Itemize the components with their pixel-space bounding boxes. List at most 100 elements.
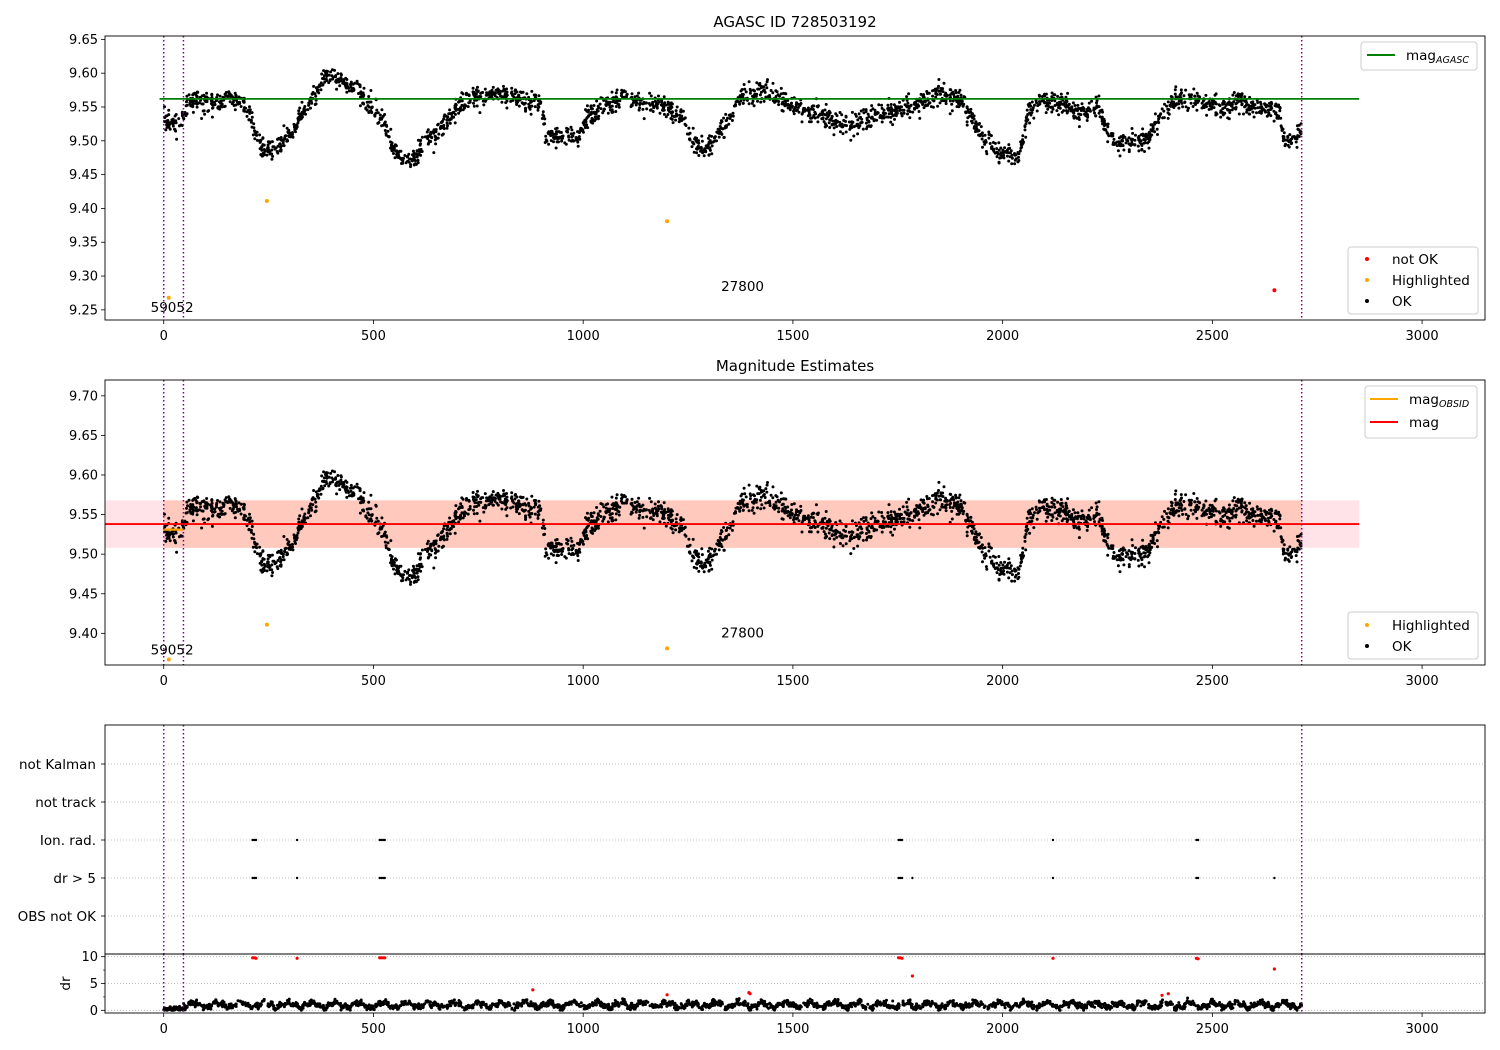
ok-point <box>266 143 270 147</box>
ok-point <box>365 108 369 112</box>
ok-point <box>409 580 413 584</box>
ok-point <box>1173 92 1177 96</box>
ok-point <box>608 507 612 511</box>
ok-point <box>751 506 755 510</box>
ok-point <box>1044 498 1048 501</box>
ok-point <box>210 115 214 119</box>
ok-point <box>972 114 976 118</box>
ok-point <box>832 133 836 137</box>
ok-point <box>233 108 237 112</box>
ok-point <box>1165 104 1169 108</box>
ok-point <box>642 117 646 121</box>
ok-point <box>168 127 172 131</box>
ok-point <box>222 503 226 507</box>
ok-point <box>695 549 699 553</box>
ok-point <box>931 94 935 98</box>
ok-point <box>321 486 325 490</box>
ok-point <box>307 510 311 514</box>
ok-point <box>1274 111 1278 115</box>
ok-point <box>939 92 943 96</box>
ok-point <box>369 493 373 497</box>
ok-point <box>271 154 275 158</box>
ok-point <box>459 108 463 112</box>
y-tick-label: 9.35 <box>69 236 98 251</box>
ok-point <box>996 152 1000 156</box>
ok-point <box>913 107 917 111</box>
ok-point <box>295 536 299 540</box>
ok-point <box>436 122 440 126</box>
ok-point <box>1007 159 1011 163</box>
ok-point <box>287 540 291 544</box>
ok-point <box>771 496 775 500</box>
ok-point <box>407 577 411 581</box>
ok-point <box>561 549 564 553</box>
ok-point <box>224 91 228 94</box>
ok-point <box>740 492 744 496</box>
ok-point <box>995 571 999 575</box>
ok-point <box>259 138 263 142</box>
ok-point <box>1202 106 1206 110</box>
ok-point <box>987 130 991 134</box>
ok-point <box>1159 112 1163 116</box>
ok-point <box>832 537 836 541</box>
ok-point <box>283 137 287 141</box>
ok-point <box>1008 151 1012 155</box>
ok-point <box>850 533 854 537</box>
ok-point <box>436 533 440 537</box>
ok-point <box>771 91 775 95</box>
x-tick-label: 3000 <box>1406 329 1439 344</box>
ok-point <box>1077 536 1081 540</box>
ok-point <box>1100 115 1104 119</box>
ok-point <box>821 525 825 529</box>
ok-point <box>465 91 468 95</box>
ok-point <box>1287 145 1291 149</box>
ok-point <box>1073 104 1077 107</box>
ok-point <box>524 503 528 507</box>
ok-point <box>316 493 320 497</box>
ok-point <box>195 513 199 517</box>
ok-point <box>763 90 767 94</box>
ok-point <box>850 123 854 126</box>
ok-point <box>860 120 864 124</box>
ok-point <box>1082 107 1086 111</box>
ok-point <box>1056 94 1060 98</box>
ok-point <box>342 483 346 486</box>
ok-point <box>318 84 322 88</box>
ok-point <box>852 134 856 138</box>
ok-point <box>1136 144 1140 148</box>
ok-point <box>1270 102 1274 106</box>
ok-point <box>270 148 274 152</box>
ok-point <box>242 507 246 511</box>
ok-point <box>320 474 324 478</box>
ok-point <box>177 117 181 121</box>
ok-point <box>576 144 580 148</box>
ok-point <box>1056 500 1060 504</box>
ok-point <box>249 118 253 122</box>
ok-point <box>989 546 993 550</box>
ok-point <box>250 519 254 523</box>
ok-point <box>1195 91 1199 95</box>
ok-point <box>927 497 931 500</box>
ok-point <box>174 113 178 116</box>
ok-point <box>750 508 754 512</box>
ok-point <box>291 133 294 137</box>
ok-point <box>596 526 600 530</box>
ok-point <box>662 95 666 99</box>
ok-point <box>1211 102 1215 106</box>
ok-point <box>1053 505 1057 509</box>
ok-point <box>670 527 674 531</box>
ok-point <box>314 509 318 513</box>
ok-point <box>630 511 634 515</box>
ok-point <box>792 502 796 506</box>
ok-point <box>816 120 820 124</box>
ok-point <box>985 567 989 571</box>
ok-point <box>614 518 618 522</box>
ok-point <box>1130 127 1134 130</box>
ok-point <box>1288 133 1292 137</box>
ok-point <box>1097 512 1101 516</box>
ok-point <box>1177 102 1181 106</box>
ok-point <box>282 558 286 562</box>
ok-point <box>500 100 504 104</box>
ok-point <box>1295 145 1299 149</box>
ok-point <box>461 497 465 501</box>
